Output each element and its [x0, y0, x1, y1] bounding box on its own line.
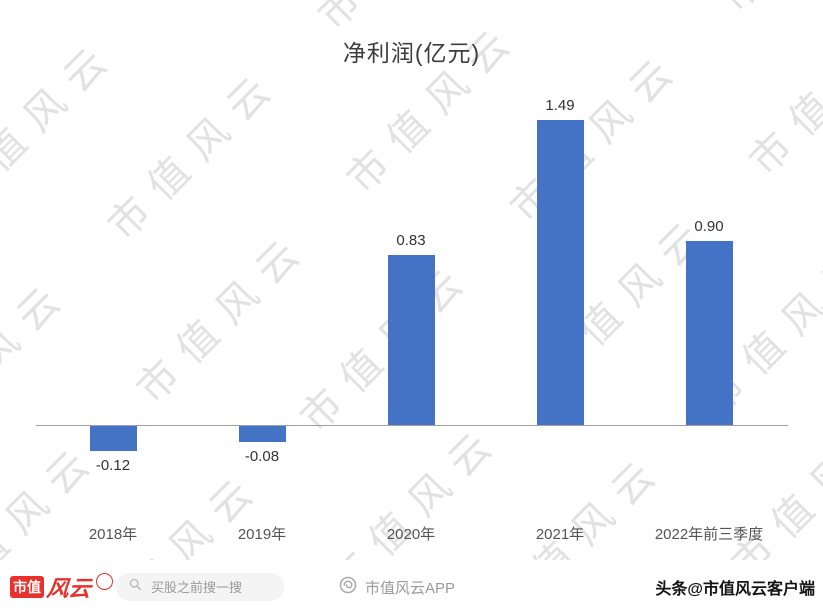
value-label-3: 1.49 [545, 96, 575, 114]
x-axis-label-3: 2021年 [535, 526, 585, 543]
logo-box: 市值 [10, 575, 44, 599]
value-label-2: 0.83 [396, 231, 426, 249]
brand-logo: 市值 风云 [10, 571, 114, 603]
value-label-4: 0.90 [694, 217, 724, 235]
channel-label: 头条@市值风云客户端 [655, 581, 815, 598]
x-axis-line [36, 425, 788, 426]
bar-4 [685, 240, 733, 425]
search-icon [128, 577, 143, 597]
value-label-0: -0.12 [95, 456, 131, 474]
footer-bar: 市值 风云 市值风云APP 头条@市值风云客户端 [0, 560, 823, 616]
search-box[interactable] [116, 573, 284, 601]
logo-seal-icon [96, 572, 114, 590]
chart-title: 净利润(亿元) [342, 40, 481, 66]
value-label-1: -0.08 [244, 448, 280, 466]
app-label: 市值风云APP [365, 580, 456, 597]
app-badge: 市值风云APP [338, 575, 455, 600]
bar-2 [387, 254, 435, 425]
search-input[interactable] [149, 578, 272, 596]
bar-3 [536, 119, 584, 425]
bar-0 [89, 426, 137, 451]
logo-script: 风云 [45, 576, 93, 601]
wind-logo-icon [338, 575, 358, 600]
x-axis-label-2: 2020年 [386, 526, 436, 543]
x-axis-label-1: 2019年 [237, 526, 287, 543]
bar-1 [238, 426, 286, 443]
x-axis-label-4: 2022年前三季度 [654, 526, 764, 543]
x-axis-label-0: 2018年 [88, 526, 138, 543]
